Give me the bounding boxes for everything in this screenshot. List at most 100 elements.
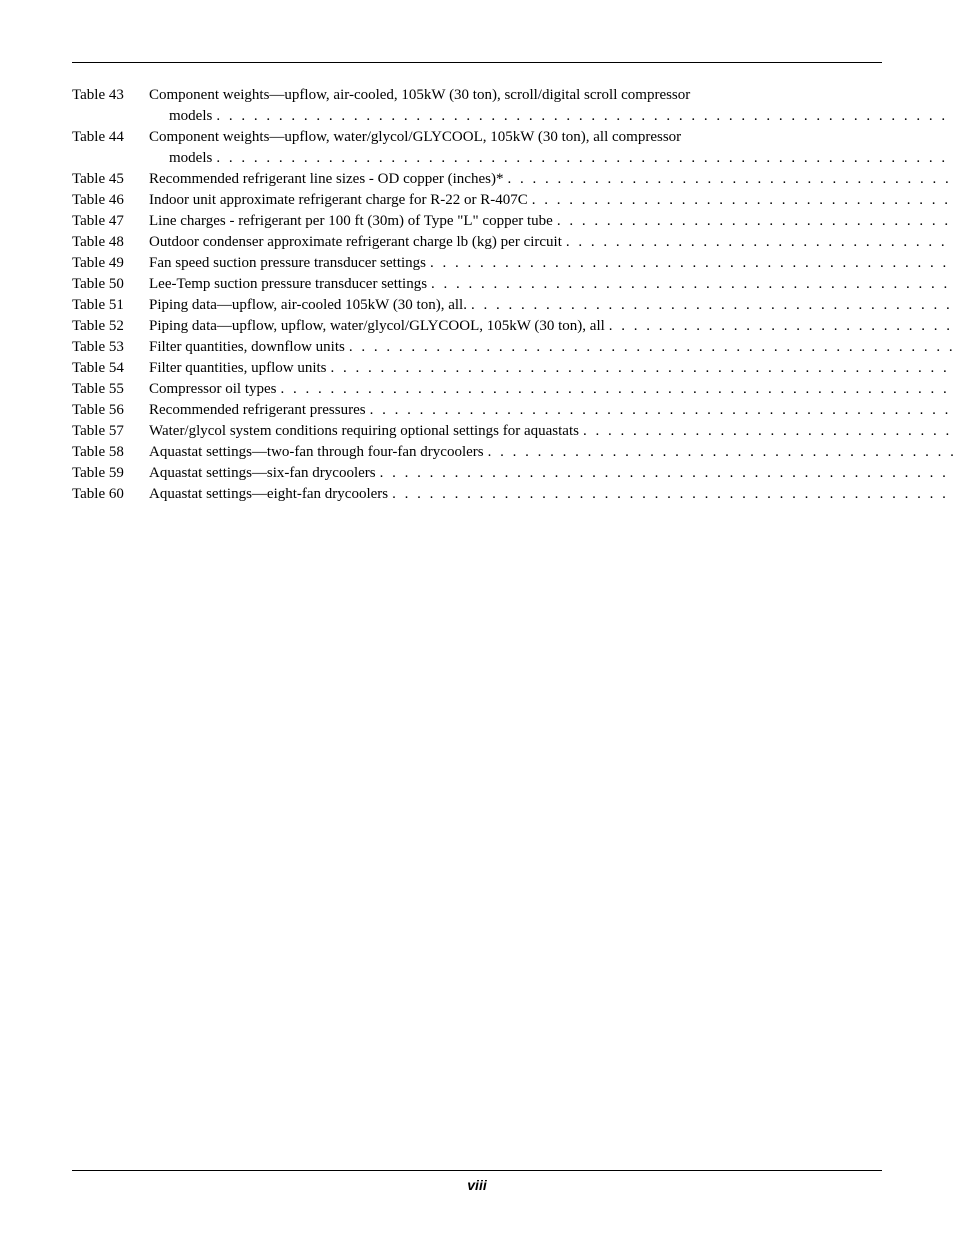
toc-entry-title: Filter quantities, downflow units xyxy=(149,337,345,358)
toc-entry-label: Table 60 xyxy=(72,484,149,505)
toc-entry: Table 45Recommended refrigerant line siz… xyxy=(72,169,882,190)
toc-entry-body: Fan speed suction pressure transducer se… xyxy=(149,253,954,274)
toc-leader-dots xyxy=(431,274,954,295)
toc-entry: Table 46Indoor unit approximate refriger… xyxy=(72,190,882,211)
toc-entry-label: Table 56 xyxy=(72,400,149,421)
toc-entries: Table 43Component weights—upflow, air-co… xyxy=(72,85,882,505)
toc-entry-title: Recommended refrigerant line sizes - OD … xyxy=(149,169,503,190)
toc-entry-body: Piping data—upflow, upflow, water/glycol… xyxy=(149,316,954,337)
toc-entry-body: Piping data—upflow, air-cooled 105kW (30… xyxy=(149,295,954,316)
toc-entry: Table 43Component weights—upflow, air-co… xyxy=(72,85,882,127)
toc-entry-body: Filter quantities, upflow units111 xyxy=(149,358,954,379)
toc-entry-label: Table 46 xyxy=(72,190,149,211)
toc-entry-label: Table 44 xyxy=(72,127,149,148)
toc-entry-leader: Indoor unit approximate refrigerant char… xyxy=(149,190,954,211)
toc-entry-label: Table 59 xyxy=(72,463,149,484)
toc-entry-leader: Aquastat settings—six-fan drycoolers121 xyxy=(149,463,954,484)
toc-entry: Table 58Aquastat settings—two-fan throug… xyxy=(72,442,882,463)
toc-entry: Table 60Aquastat settings—eight-fan dryc… xyxy=(72,484,882,505)
toc-entry-title: Outdoor condenser approximate refrigeran… xyxy=(149,232,562,253)
toc-entry-title: Recommended refrigerant pressures xyxy=(149,400,366,421)
toc-leader-dots xyxy=(566,232,954,253)
toc-leader-dots xyxy=(281,379,954,400)
toc-entry-body: Recommended refrigerant line sizes - OD … xyxy=(149,169,954,190)
toc-entry-label: Table 48 xyxy=(72,232,149,253)
toc-entry-label: Table 45 xyxy=(72,169,149,190)
toc-entry: Table 49Fan speed suction pressure trans… xyxy=(72,253,882,274)
toc-entry-body: Outdoor condenser approximate refrigeran… xyxy=(149,232,954,253)
toc-leader-dots xyxy=(557,211,954,232)
toc-entry-label: Table 47 xyxy=(72,211,149,232)
toc-leader-dots xyxy=(216,106,954,127)
toc-entry-label: Table 52 xyxy=(72,316,149,337)
toc-leader-dots xyxy=(532,190,954,211)
toc-entry-leader: Filter quantities, upflow units111 xyxy=(149,358,954,379)
toc-entry-leader: Aquastat settings—two-fan through four-f… xyxy=(149,442,954,463)
toc-entry-title: Water/glycol system conditions requiring… xyxy=(149,421,579,442)
toc-entry-continuation: models xyxy=(169,106,212,127)
toc-entry-body: Compressor oil types117 xyxy=(149,379,954,400)
toc-leader-dots xyxy=(488,442,954,463)
toc-entry: Table 59Aquastat settings—six-fan drycoo… xyxy=(72,463,882,484)
toc-entry-leader: Outdoor condenser approximate refrigeran… xyxy=(149,232,954,253)
toc-entry: Table 51Piping data—upflow, air-cooled 1… xyxy=(72,295,882,316)
toc-leader-dots xyxy=(331,358,954,379)
toc-leader-dots xyxy=(370,400,954,421)
toc-entry-leader: Water/glycol system conditions requiring… xyxy=(149,421,954,442)
toc-entry-leader: Fan speed suction pressure transducer se… xyxy=(149,253,954,274)
toc-entry-leader: Line charges - refrigerant per 100 ft (3… xyxy=(149,211,954,232)
toc-entry-body: Filter quantities, downflow units111 xyxy=(149,337,954,358)
toc-leader-dots xyxy=(583,421,954,442)
toc-entry-leader: Piping data—upflow, upflow, water/glycol… xyxy=(149,316,954,337)
toc-entry-body: Aquastat settings—six-fan drycoolers121 xyxy=(149,463,954,484)
toc-entry: Table 53Filter quantities, downflow unit… xyxy=(72,337,882,358)
toc-entry-body: Component weights—upflow, air-cooled, 10… xyxy=(149,85,954,127)
toc-entry: Table 56Recommended refrigerant pressure… xyxy=(72,400,882,421)
toc-entry: Table 44Component weights—upflow, water/… xyxy=(72,127,882,169)
toc-entry-body: Recommended refrigerant pressures119 xyxy=(149,400,954,421)
footer: viii xyxy=(0,1170,954,1193)
toc-leader-dots xyxy=(216,148,954,169)
toc-entry-title: Filter quantities, upflow units xyxy=(149,358,327,379)
toc-entry-body: Lee-Temp suction pressure transducer set… xyxy=(149,274,954,295)
toc-entry-title: Piping data—upflow, upflow, water/glycol… xyxy=(149,316,605,337)
toc-leader-dots xyxy=(349,337,954,358)
toc-entry-leader: Recommended refrigerant pressures119 xyxy=(149,400,954,421)
footer-page-number: viii xyxy=(0,1177,954,1193)
toc-entry-label: Table 49 xyxy=(72,253,149,274)
toc-entry-leader: Recommended refrigerant line sizes - OD … xyxy=(149,169,954,190)
toc-entry-leader: Compressor oil types117 xyxy=(149,379,954,400)
toc-leader-dots xyxy=(609,316,954,337)
toc-entry-continuation: models xyxy=(169,148,212,169)
toc-entry: Table 55Compressor oil types117 xyxy=(72,379,882,400)
toc-entry: Table 54Filter quantities, upflow units1… xyxy=(72,358,882,379)
toc-entry-label: Table 50 xyxy=(72,274,149,295)
toc-entry: Table 48Outdoor condenser approximate re… xyxy=(72,232,882,253)
toc-entry-leader: Lee-Temp suction pressure transducer set… xyxy=(149,274,954,295)
header-rule xyxy=(72,62,882,63)
toc-entry-body: Indoor unit approximate refrigerant char… xyxy=(149,190,954,211)
toc-entry-title: Indoor unit approximate refrigerant char… xyxy=(149,190,528,211)
toc-entry-title: Aquastat settings—two-fan through four-f… xyxy=(149,442,484,463)
toc-entry-label: Table 54 xyxy=(72,358,149,379)
toc-entry-body: Component weights—upflow, water/glycol/G… xyxy=(149,127,954,169)
toc-entry-label: Table 53 xyxy=(72,337,149,358)
toc-leader-dots xyxy=(471,295,954,316)
toc-entry: Table 47Line charges - refrigerant per 1… xyxy=(72,211,882,232)
toc-entry: Table 52Piping data—upflow, upflow, wate… xyxy=(72,316,882,337)
toc-leader-dots xyxy=(507,169,954,190)
toc-entry-label: Table 58 xyxy=(72,442,149,463)
toc-leader-dots xyxy=(392,484,954,505)
toc-entry-leader: models67 xyxy=(149,148,954,169)
toc-entry-title: Component weights—upflow, air-cooled, 10… xyxy=(149,85,954,106)
toc-entry-title: Aquastat settings—six-fan drycoolers xyxy=(149,463,376,484)
toc-entry-label: Table 43 xyxy=(72,85,149,106)
page: Table 43Component weights—upflow, air-co… xyxy=(0,0,954,505)
toc-leader-dots xyxy=(430,253,954,274)
toc-entry-leader: Piping data—upflow, air-cooled 105kW (30… xyxy=(149,295,954,316)
toc-entry-body: Line charges - refrigerant per 100 ft (3… xyxy=(149,211,954,232)
toc-entry-title: Aquastat settings—eight-fan drycoolers xyxy=(149,484,388,505)
toc-entry-title: Compressor oil types xyxy=(149,379,277,400)
toc-entry-title: Fan speed suction pressure transducer se… xyxy=(149,253,426,274)
footer-rule xyxy=(72,1170,882,1171)
